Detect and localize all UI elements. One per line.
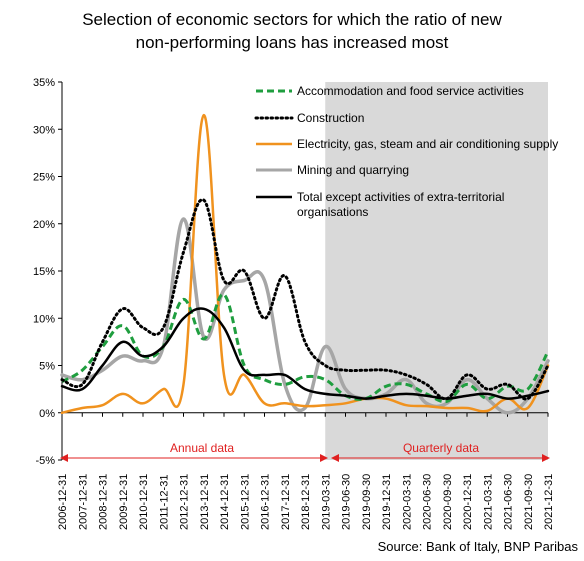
chart-title-line-1: Selection of economic sectors for which … — [82, 10, 502, 29]
legend-label-electricity: Electricity, gas, steam and air conditio… — [297, 137, 558, 151]
x-tick-label: 2020-09-30 — [442, 474, 454, 530]
x-tick-label: 2013-12-31 — [199, 474, 211, 530]
x-tick-label: 2018-12-31 — [300, 474, 312, 530]
x-axis: 2006-12-31 2007-12-31 2008-12-31 2009-12-31… — [57, 412, 555, 530]
x-tick-label: 2007-12-31 — [77, 474, 89, 530]
legend-label-mining: Mining and quarrying — [297, 163, 409, 177]
quarterly-data-annotation: Quarterly data — [331, 440, 550, 462]
x-tick-label: 2009-12-31 — [118, 474, 130, 530]
legend-entry-electricity: Electricity, gas, steam and air conditio… — [256, 137, 558, 151]
y-tick-label: 30% — [33, 124, 55, 136]
quarterly-label-bg — [398, 440, 484, 456]
legend-entry-total: Total except activities of extra-territo… — [256, 190, 504, 219]
x-tick-label: 2014-12-31 — [219, 474, 231, 530]
legend-entry-mining: Mining and quarrying — [256, 163, 409, 177]
x-tick-label: 2020-12-31 — [462, 474, 474, 530]
x-tick-label: 2010-12-31 — [138, 474, 150, 530]
y-tick-label: 15% — [33, 266, 55, 278]
series-line-electricity — [60, 113, 550, 415]
y-tick-label: 35% — [33, 77, 55, 89]
x-tick-label: 2019-12-31 — [381, 474, 393, 530]
x-tick-label: 2019-03-31 — [320, 474, 332, 530]
y-tick-label: 25% — [33, 172, 55, 184]
x-tick-label: 2021-06-30 — [503, 474, 515, 530]
legend: Accommodation and food service activitie… — [254, 84, 558, 219]
quarterly-arrow-right-head — [542, 454, 550, 462]
x-tick-label: 2021-12-31 — [543, 474, 555, 530]
y-tick-label: 20% — [33, 219, 55, 231]
quarterly-label: Quarterly data — [403, 441, 479, 455]
legend-entry-accommodation: Accommodation and food service activitie… — [256, 84, 524, 98]
annual-label-bg — [163, 440, 241, 456]
annual-arrow-left-head — [60, 454, 68, 462]
x-tick-label: 2019-06-30 — [341, 474, 353, 530]
x-tick-label: 2019-09-30 — [361, 474, 373, 530]
x-tick-label: 2015-12-31 — [239, 474, 251, 530]
x-tick-label: 2021-09-30 — [523, 474, 535, 530]
annual-arrow-right-head — [320, 454, 328, 462]
x-tick-label: 2006-12-31 — [57, 474, 69, 530]
x-tick-label: 2020-03-31 — [401, 474, 413, 530]
y-axis: -5% 0% 5% 10% 15% 20% 25% 30% 35% — [33, 77, 63, 467]
legend-label-total: Total except activities of extra-territo… — [297, 190, 504, 219]
annual-data-annotation: Annual data — [60, 440, 328, 462]
y-tick-label: 10% — [33, 313, 55, 325]
quarterly-arrow-left-head — [331, 454, 339, 462]
x-tick-label: 2016-12-31 — [260, 474, 272, 530]
series-line-construction — [60, 198, 550, 401]
x-tick-label: 2008-12-31 — [98, 474, 110, 530]
y-tick-label: 0% — [39, 408, 55, 420]
series-layer — [60, 113, 550, 415]
x-tick-label: 2021-03-31 — [482, 474, 494, 530]
series-line-total — [60, 307, 550, 400]
annual-label: Annual data — [170, 441, 234, 455]
x-tick-label: 2020-06-30 — [422, 474, 434, 530]
x-tick-label: 2012-12-31 — [179, 474, 191, 530]
chart-title-line-2: non-performing loans has increased most — [136, 33, 449, 52]
legend-label-construction: Construction — [297, 111, 364, 125]
legend-label-accommodation: Accommodation and food service activitie… — [297, 84, 524, 98]
source-note: Source: Bank of Italy, BNP Paribas — [378, 539, 579, 554]
y-tick-label: -5% — [35, 455, 55, 467]
x-tick-label: 2011-12-31 — [158, 475, 170, 530]
x-tick-label: 2017-12-31 — [280, 474, 292, 530]
y-tick-label: 5% — [39, 361, 55, 373]
legend-entry-construction: Construction — [254, 111, 364, 125]
